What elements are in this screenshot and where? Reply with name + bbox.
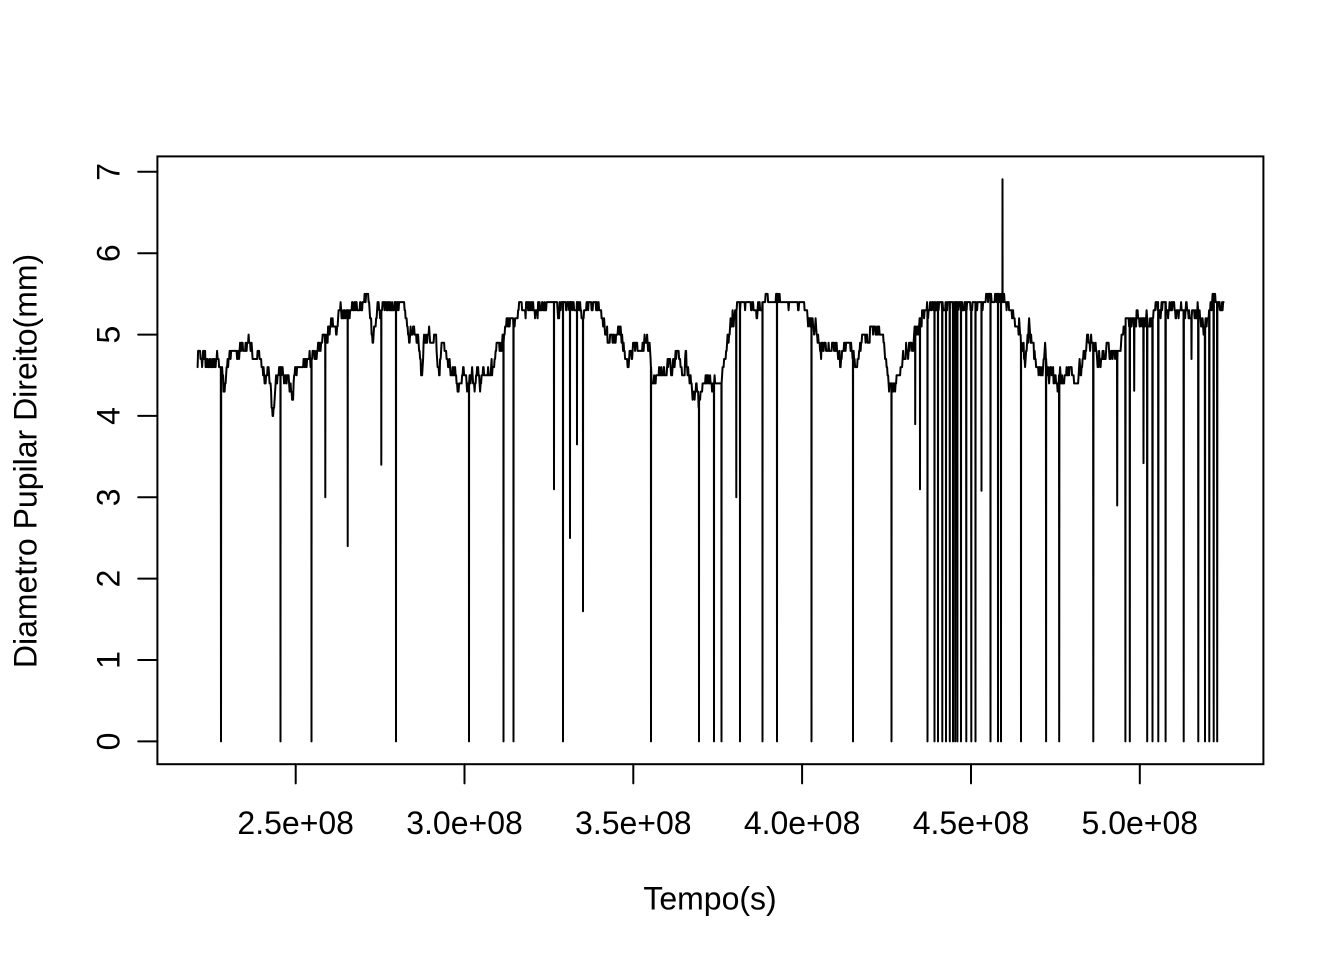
svg-text:Diametro Pupilar Direito(mm): Diametro Pupilar Direito(mm) (8, 254, 44, 668)
svg-text:1: 1 (91, 651, 127, 669)
svg-text:Tempo(s): Tempo(s) (643, 881, 776, 917)
svg-text:0: 0 (91, 733, 127, 751)
svg-text:3: 3 (91, 488, 127, 506)
svg-text:7: 7 (91, 163, 127, 181)
svg-text:4.5e+08: 4.5e+08 (913, 805, 1030, 841)
svg-text:5: 5 (91, 326, 127, 344)
svg-text:5.0e+08: 5.0e+08 (1082, 805, 1199, 841)
svg-text:6: 6 (91, 244, 127, 262)
svg-text:4: 4 (91, 407, 127, 425)
svg-text:4.0e+08: 4.0e+08 (744, 805, 861, 841)
svg-text:2.5e+08: 2.5e+08 (237, 805, 354, 841)
svg-text:3.0e+08: 3.0e+08 (406, 805, 523, 841)
svg-text:2: 2 (91, 570, 127, 588)
svg-text:3.5e+08: 3.5e+08 (575, 805, 692, 841)
